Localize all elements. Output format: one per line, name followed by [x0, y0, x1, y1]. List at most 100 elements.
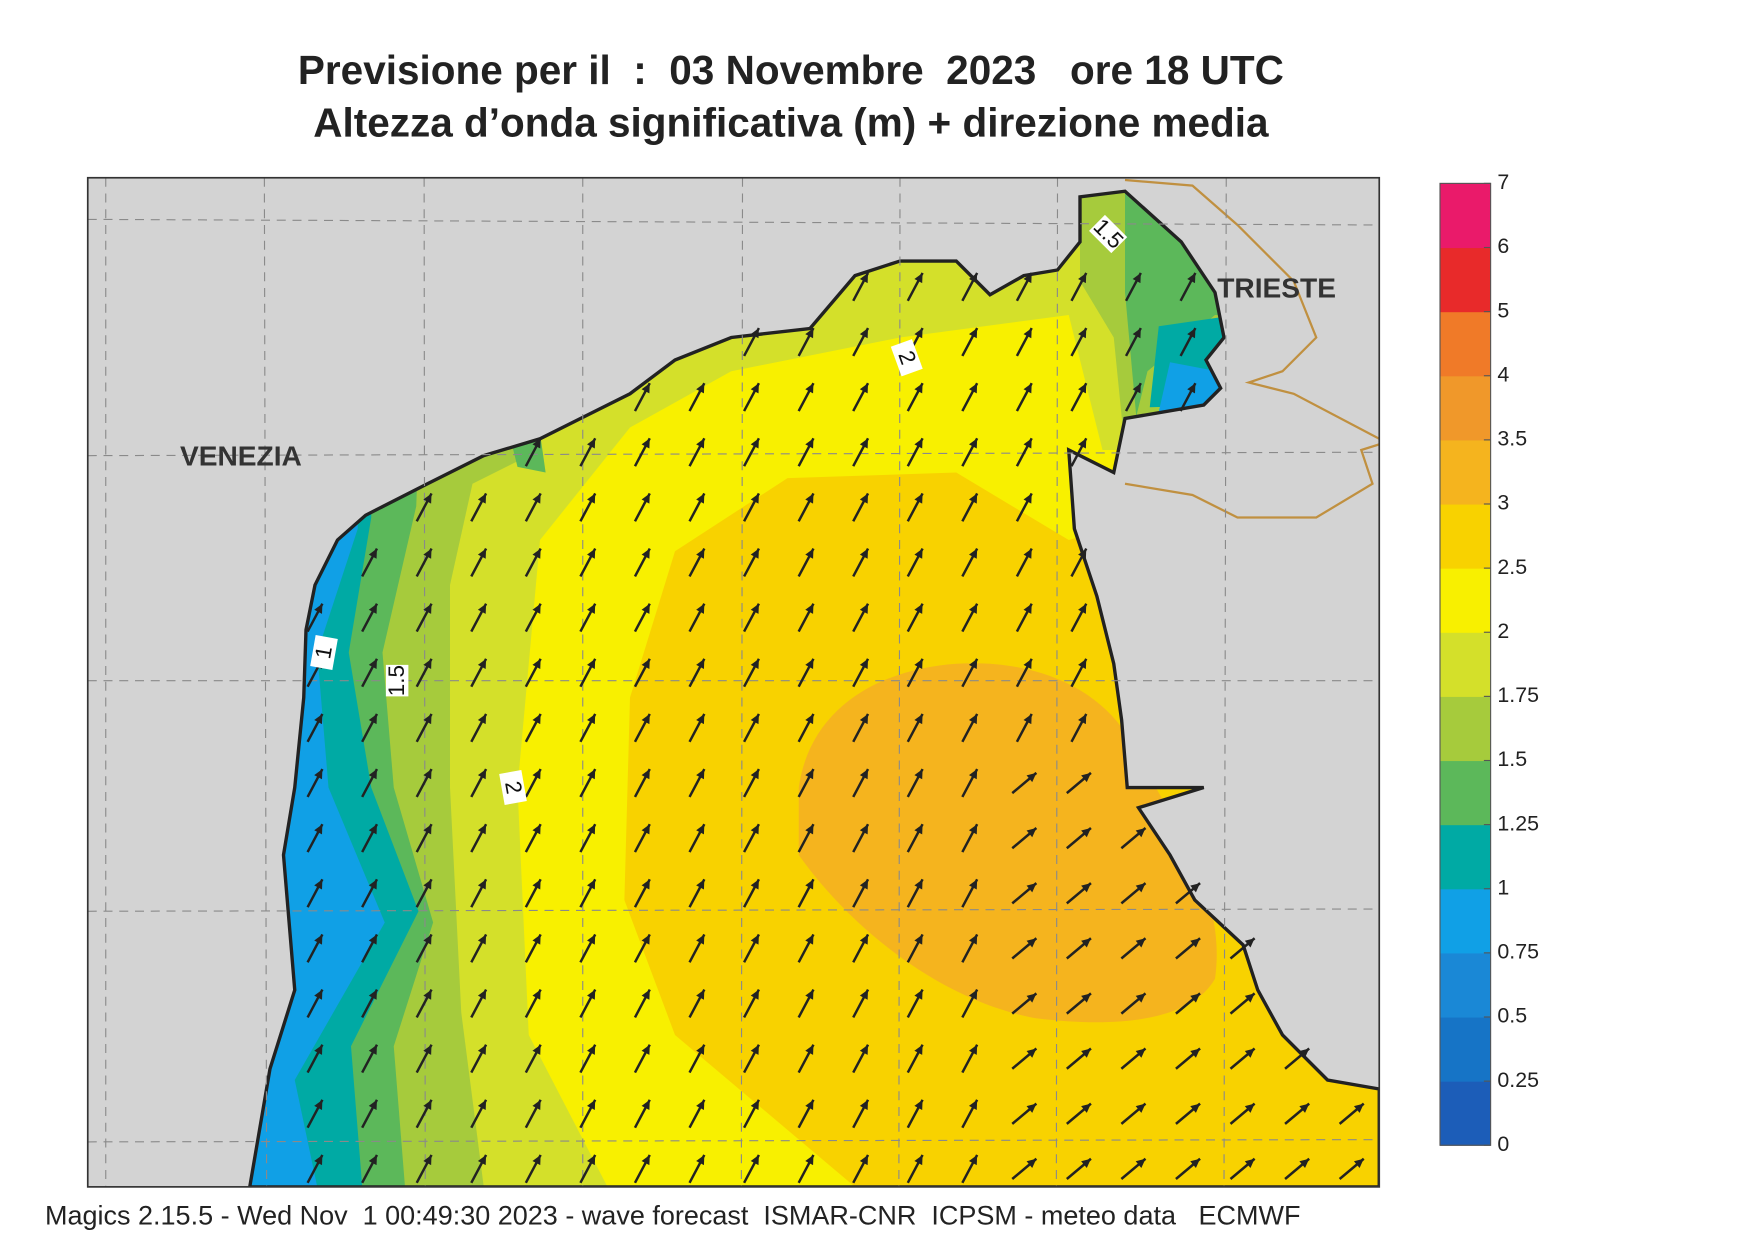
colorbar-tick-label: 4: [1497, 362, 1509, 386]
arrow-head: [1081, 1158, 1091, 1168]
arrow-head: [423, 658, 432, 669]
contour-label: 2: [500, 779, 527, 796]
arrow-head: [914, 824, 923, 835]
arrow-head: [1078, 548, 1087, 559]
arrow-head: [532, 989, 541, 1000]
arrow-head: [641, 1044, 650, 1055]
arrow-head: [1026, 938, 1037, 948]
arrow-head: [805, 438, 814, 449]
arrow-head: [1244, 938, 1255, 948]
arrow-head: [314, 603, 323, 614]
arrow-head: [368, 989, 377, 1000]
arrow-head: [532, 824, 541, 835]
arrow-head: [532, 603, 541, 614]
arrow-head: [368, 769, 377, 780]
arrow-head: [368, 603, 377, 614]
place-label: TRIESTE: [1217, 273, 1336, 304]
colorbar-band: [1440, 760, 1491, 826]
label-bg: [310, 635, 338, 670]
arrow-head: [968, 658, 978, 669]
arrow-head: [914, 934, 923, 945]
colorbar-band: [1440, 504, 1491, 569]
title: Previsione per il : 03 Novembre 2023 ore…: [298, 47, 1284, 93]
arrow-head: [314, 769, 323, 780]
arrow-head: [1026, 1158, 1037, 1168]
arrow-head: [696, 493, 705, 504]
arrow-head: [859, 548, 869, 559]
arrow-head: [587, 493, 596, 504]
arrow-head: [1023, 493, 1032, 504]
arrow-head: [750, 1044, 759, 1055]
field-3: [798, 663, 1217, 1023]
arrow-head: [859, 438, 869, 449]
arrow-head: [914, 1099, 923, 1110]
arrow-head: [805, 383, 814, 394]
arrow-head: [1187, 272, 1196, 284]
colorbar-band: [1440, 183, 1491, 249]
colorbar-tick-label: 3: [1497, 491, 1509, 515]
arrow-head: [805, 1099, 814, 1110]
arrow-head: [477, 934, 487, 945]
arrow-head: [1078, 603, 1087, 614]
arrow-head: [805, 934, 814, 945]
arrow-head: [750, 713, 759, 725]
arrow-head: [696, 1099, 705, 1110]
arrow-head: [696, 934, 705, 945]
arrow-head: [1135, 1048, 1146, 1058]
arrow-head: [696, 824, 705, 835]
arrow-head: [477, 1154, 487, 1166]
arrow-head: [423, 713, 432, 725]
arrow-head: [532, 879, 541, 890]
arrow-head: [314, 824, 323, 835]
arrow-head: [914, 603, 923, 614]
colorbar-tick-label: 5: [1497, 298, 1509, 322]
arrow-head: [368, 713, 377, 725]
arrow-head: [477, 1099, 487, 1110]
arrow-head: [696, 879, 705, 890]
arrow-head: [423, 603, 432, 614]
arrow-head: [968, 824, 978, 835]
arrow-head: [587, 658, 596, 669]
arrow-head: [587, 989, 596, 1000]
field-0-75: [249, 191, 1229, 1187]
arrow-head: [696, 658, 705, 669]
arrow-head: [914, 658, 923, 669]
arrow-head: [587, 548, 596, 559]
arrow-head: [314, 1099, 323, 1110]
arrow-head: [1187, 328, 1196, 339]
arrow-head: [914, 548, 923, 559]
arrow-head: [423, 989, 432, 1000]
arrow-head: [368, 934, 377, 945]
arrow-head: [1023, 383, 1032, 394]
arrow-head: [1190, 1103, 1201, 1113]
arrow-head: [859, 383, 869, 394]
arrow-head: [532, 658, 541, 669]
arrow-head: [477, 658, 487, 669]
arrow-head: [1244, 1103, 1255, 1113]
arrow-head: [859, 658, 869, 669]
arrow-head: [1026, 1048, 1037, 1058]
arrow-head: [750, 383, 759, 394]
arrow-head: [587, 713, 596, 725]
arrow-head: [1190, 1048, 1201, 1058]
arrow-head: [696, 603, 705, 614]
arrow-head: [477, 769, 487, 780]
arrow-head: [1026, 772, 1037, 783]
arrow-head: [532, 1044, 541, 1055]
arrow-head: [477, 493, 487, 504]
arrow-head: [1187, 383, 1196, 394]
contour-label-box: 2: [890, 339, 923, 377]
colorbar-tick-label: 0.75: [1497, 940, 1539, 964]
arrow-head: [1135, 1103, 1146, 1113]
arrow-head: [968, 383, 978, 394]
arrow-head: [805, 1154, 814, 1166]
arrow-head: [1081, 883, 1091, 893]
arrow-head: [641, 1099, 650, 1110]
arrow-head: [641, 713, 650, 725]
arrow-head: [587, 438, 596, 449]
arrow-head: [532, 769, 541, 780]
arrow-head: [859, 769, 869, 780]
graticule: [87, 177, 1380, 1187]
